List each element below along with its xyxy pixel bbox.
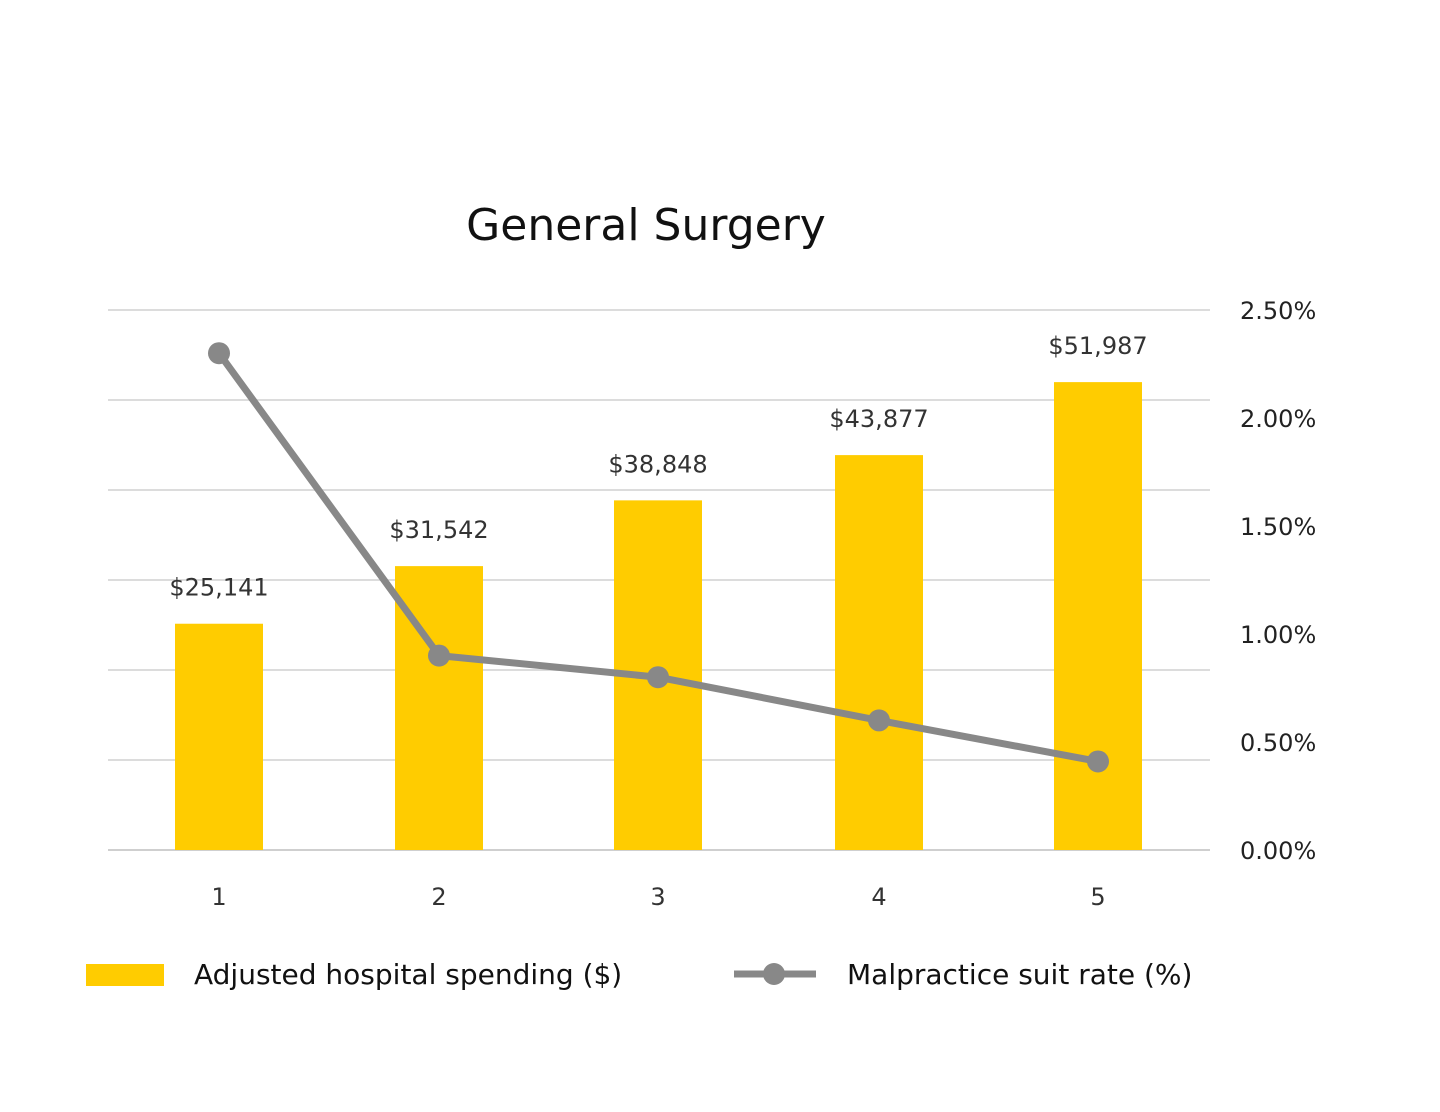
bar bbox=[175, 623, 263, 850]
bar-data-label: $25,141 bbox=[169, 574, 268, 602]
x-tick-label: 1 bbox=[211, 883, 226, 911]
line-marker bbox=[647, 666, 669, 689]
bar-data-label: $43,877 bbox=[829, 405, 928, 433]
legend: Adjusted hospital spending ($) Malpracti… bbox=[86, 958, 1192, 991]
right-axis-tick-label: 0.00% bbox=[1240, 837, 1316, 865]
right-axis-ticks: 0.00% 0.50% 1.00% 1.50% 2.00% 2.50% bbox=[1240, 297, 1316, 865]
line-marker bbox=[1087, 750, 1109, 773]
right-axis-tick-label: 2.50% bbox=[1240, 297, 1316, 325]
bar bbox=[1054, 382, 1142, 850]
bar bbox=[835, 455, 923, 850]
x-tick-label: 4 bbox=[871, 883, 886, 911]
right-axis-tick-label: 1.50% bbox=[1240, 513, 1316, 541]
line-series bbox=[208, 342, 1109, 773]
bar-data-label: $31,542 bbox=[389, 516, 488, 544]
x-tick-label: 2 bbox=[431, 883, 446, 911]
legend-bar-swatch bbox=[86, 964, 164, 986]
x-axis-ticks: 1 2 3 4 5 bbox=[211, 883, 1105, 911]
bar-data-label: $51,987 bbox=[1048, 332, 1147, 360]
right-axis-tick-label: 1.00% bbox=[1240, 621, 1316, 649]
line-marker bbox=[208, 342, 230, 365]
x-tick-label: 3 bbox=[650, 883, 665, 911]
line-marker bbox=[868, 709, 890, 732]
chart-title: General Surgery bbox=[466, 200, 826, 251]
bar-labels: $25,141 $31,542 $38,848 $43,877 $51,987 bbox=[169, 332, 1147, 602]
line-marker bbox=[428, 644, 450, 667]
right-axis-tick-label: 2.00% bbox=[1240, 405, 1316, 433]
x-tick-label: 5 bbox=[1090, 883, 1105, 911]
legend-line-label: Malpractice suit rate (%) bbox=[847, 958, 1192, 991]
right-axis-tick-label: 0.50% bbox=[1240, 729, 1316, 757]
legend-bar-label: Adjusted hospital spending ($) bbox=[194, 958, 622, 991]
legend-line-marker bbox=[763, 963, 785, 985]
bar-data-label: $38,848 bbox=[608, 450, 707, 478]
